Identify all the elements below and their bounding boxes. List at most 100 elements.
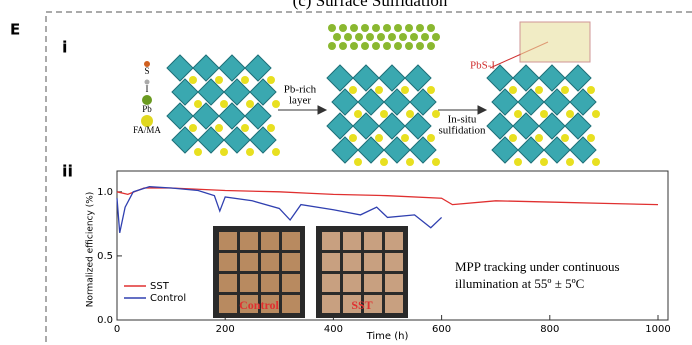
atom-legend-label: S xyxy=(144,66,149,76)
a-site xyxy=(540,110,548,118)
a-site xyxy=(375,86,383,94)
a-site xyxy=(272,148,280,156)
a-site xyxy=(215,124,223,132)
a-site xyxy=(587,134,595,142)
a-site xyxy=(380,158,388,166)
arrow-label: layer xyxy=(289,95,311,107)
device-cell xyxy=(282,295,300,313)
pb-atom xyxy=(350,24,358,32)
device-cell xyxy=(219,253,237,271)
a-site xyxy=(241,124,249,132)
a-site xyxy=(220,100,228,108)
a-site xyxy=(241,76,249,84)
a-site xyxy=(509,86,517,94)
x-tick-label: 200 xyxy=(216,324,235,335)
pb-atom xyxy=(416,24,424,32)
x-tick-label: 600 xyxy=(432,324,451,335)
device-cell xyxy=(261,232,279,250)
a-site xyxy=(587,86,595,94)
a-site xyxy=(189,124,197,132)
a-site xyxy=(215,76,223,84)
a-site xyxy=(566,158,574,166)
device-cell xyxy=(219,232,237,250)
device-cell xyxy=(322,295,340,313)
a-site xyxy=(401,134,409,142)
device-cell xyxy=(364,253,382,271)
annotation: illumination at 55º ± 5ºC xyxy=(455,276,584,291)
device-cell xyxy=(219,274,237,292)
y-tick-label: 0.5 xyxy=(97,251,113,262)
device-cell xyxy=(343,274,361,292)
octahedron xyxy=(167,103,193,129)
pb-atom xyxy=(405,42,413,50)
octahedron xyxy=(193,55,219,81)
octahedron xyxy=(379,65,405,91)
a-site xyxy=(592,158,600,166)
pb-atom xyxy=(344,33,352,41)
octahedron xyxy=(353,65,379,91)
annotation: MPP tracking under continuous xyxy=(455,259,620,274)
pb-atom xyxy=(394,42,402,50)
pb-atom xyxy=(339,24,347,32)
perovskite-blocks xyxy=(167,22,600,166)
atom-legend-label: Pb xyxy=(142,104,152,114)
panel-i: i xyxy=(62,38,67,57)
device-cell xyxy=(322,232,340,250)
pb-atom xyxy=(388,33,396,41)
octahedron xyxy=(405,65,431,91)
pbs-label: PbS-I xyxy=(470,60,495,72)
pb-atom xyxy=(339,42,347,50)
x-tick-label: 0 xyxy=(114,324,120,335)
octahedron xyxy=(167,55,193,81)
pb-atom xyxy=(361,24,369,32)
legend-label: Control xyxy=(150,293,186,304)
a-site xyxy=(189,76,197,84)
pbs-lattice xyxy=(520,22,590,62)
octahedron xyxy=(327,65,353,91)
device-cell xyxy=(343,232,361,250)
atom-legend-label: I xyxy=(146,84,149,94)
device-cell xyxy=(240,253,258,271)
arrow-label: sulfidation xyxy=(438,125,486,137)
pb-atom xyxy=(399,33,407,41)
pb-atom xyxy=(394,24,402,32)
series-line xyxy=(117,187,442,233)
a-site xyxy=(592,110,600,118)
octahedron xyxy=(327,113,353,139)
octahedron xyxy=(513,65,539,91)
a-site xyxy=(514,158,522,166)
x-tick-label: 400 xyxy=(324,324,343,335)
pb-atom xyxy=(333,33,341,41)
photo-label: Control xyxy=(239,298,279,312)
a-site xyxy=(349,134,357,142)
pb-atom xyxy=(355,33,363,41)
device-cell xyxy=(261,274,279,292)
a-site xyxy=(514,110,522,118)
octahedron xyxy=(245,55,271,81)
a-site xyxy=(267,124,275,132)
device-cell xyxy=(282,274,300,292)
pb-atom xyxy=(377,33,385,41)
a-site xyxy=(535,86,543,94)
a-site xyxy=(349,86,357,94)
a-site xyxy=(401,86,409,94)
panel-ii: ii xyxy=(62,162,73,181)
pb-atom xyxy=(361,42,369,50)
device-cell xyxy=(322,274,340,292)
device-cell xyxy=(322,253,340,271)
a-site xyxy=(561,86,569,94)
a-site xyxy=(561,134,569,142)
pb-atom xyxy=(383,42,391,50)
device-cell xyxy=(385,232,403,250)
a-site xyxy=(375,134,383,142)
octahedron xyxy=(565,65,591,91)
figure: (c) Surface Sulfidation E i ii SIPbFA/MA… xyxy=(0,0,692,345)
pb-atom xyxy=(421,33,429,41)
pb-atom xyxy=(383,24,391,32)
a-site xyxy=(380,110,388,118)
a-site xyxy=(509,134,517,142)
a-site xyxy=(406,158,414,166)
a-site xyxy=(427,134,435,142)
pb-atom xyxy=(432,33,440,41)
device-cell xyxy=(261,253,279,271)
